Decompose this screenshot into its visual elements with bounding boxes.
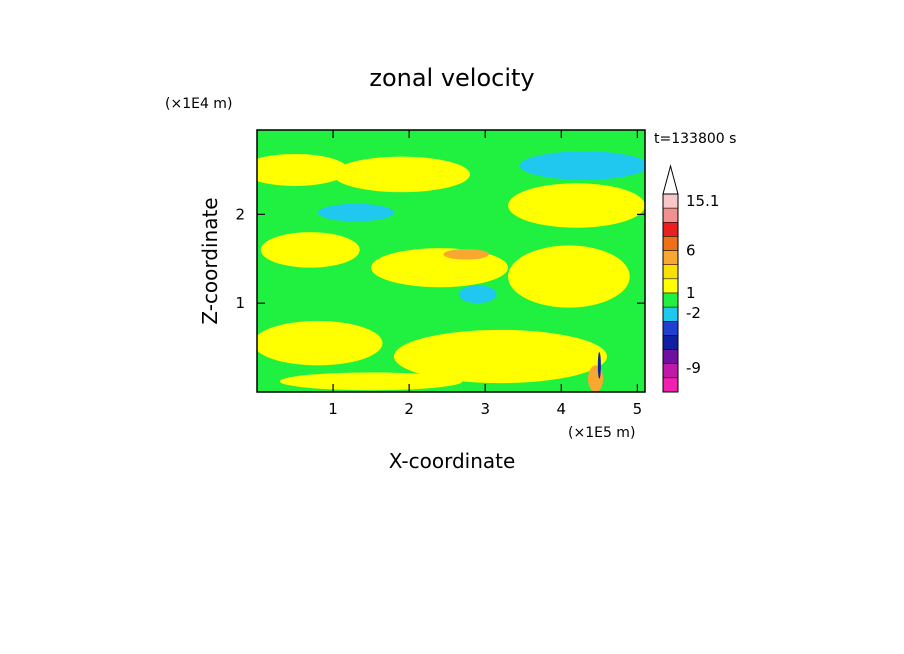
x-tick-label: 2 [404,400,414,418]
contour-region-yellow [508,183,645,228]
contour-region-orange [443,249,490,260]
colorbar-swatch [662,292,679,308]
colorbar-swatch [662,321,679,336]
contour-region-yellow [257,320,383,366]
x-tick-label: 3 [480,400,490,418]
y-tick-label: 2 [235,205,245,223]
y-axis-ticks: 12 [235,205,645,312]
x-tick-label: 4 [557,400,567,418]
colorbar [662,164,679,393]
contour-region-yellow [393,329,607,384]
colorbar-swatch [662,236,679,251]
colorbar-swatch [662,250,679,265]
colorbar-frame [662,193,679,393]
colorbar-swatch [662,377,679,393]
contour-region-yellow [508,245,630,308]
colorbar-label: -9 [686,359,701,377]
colorbar-labels: 15.1 6 1 -2 -9 [686,192,719,377]
colorbar-label: 1 [686,284,696,302]
colorbar-swatch [662,278,679,294]
contour-region-yellow [260,232,360,268]
x-tick-label: 1 [328,400,338,418]
x-axis-ticks: 1 2 3 4 5 [328,130,642,418]
colorbar-swatch [662,207,679,223]
y-tick-label: 1 [235,294,245,312]
contour-region-cyan [317,203,394,222]
time-label: t=133800 s [654,131,736,147]
contour-region-yellow [257,153,349,186]
plot-frame [256,129,646,393]
colorbar-swatch [662,306,679,322]
colorbar-swatch [662,222,679,237]
x-tick-label: 5 [633,400,643,418]
contour-region-yellow [279,372,463,391]
colorbar-swatch [662,264,679,280]
colorbar-swatch [662,335,679,350]
colorbar-swatch [662,349,679,364]
x-unit-label: (×1E5 m) [568,425,635,441]
colorbar-swatch [662,363,679,379]
colorbar-swatch [662,193,679,209]
colorbar-overflow-arrow [662,164,679,195]
colorbar-label: -2 [686,304,701,322]
contour-region-cyan [519,151,645,180]
contour-region-navy [597,352,601,379]
contour-field [257,130,645,392]
contour-region-yellow [333,156,471,193]
chart-title: zonal velocity [369,64,534,92]
colorbar-label: 15.1 [686,192,719,210]
colorbar-label: 6 [686,242,696,260]
contour-region-orange [587,365,604,392]
contour-region-cyan [458,285,497,304]
y-axis-label: Z-coordinate [198,197,222,324]
y-unit-label: (×1E4 m) [165,96,232,112]
x-axis-label: X-coordinate [389,449,516,473]
